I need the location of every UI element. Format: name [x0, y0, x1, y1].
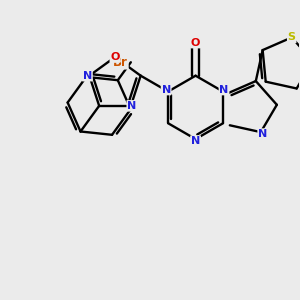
Text: Br: Br [113, 56, 128, 69]
Text: O: O [191, 38, 200, 48]
Text: N: N [191, 136, 200, 146]
Text: O: O [110, 52, 120, 62]
Text: N: N [161, 85, 171, 94]
Text: N: N [219, 85, 229, 94]
Text: N: N [127, 101, 136, 111]
Text: N: N [83, 71, 92, 81]
Text: S: S [288, 32, 296, 42]
Text: N: N [258, 129, 267, 139]
